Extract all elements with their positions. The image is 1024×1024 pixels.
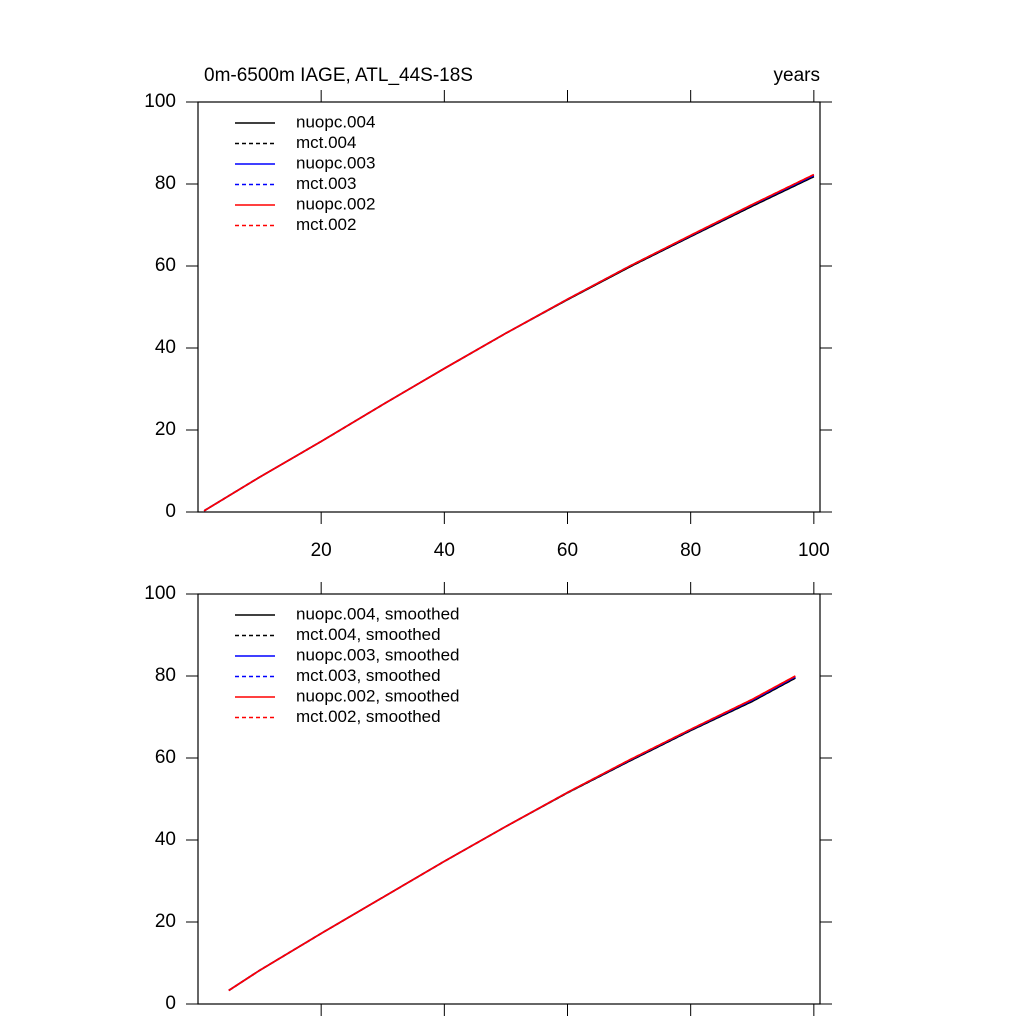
- y-tick-label: 80: [155, 173, 176, 194]
- legend-label: nuopc.004, smoothed: [296, 604, 460, 623]
- legend-label: mct.002: [296, 215, 356, 234]
- legend-label: mct.004: [296, 133, 356, 152]
- y-tick-label: 0: [165, 993, 176, 1014]
- y-tick-label: 40: [155, 337, 176, 358]
- y-tick-label: 80: [155, 665, 176, 686]
- y-tick-label: 100: [144, 91, 176, 112]
- units-label: years: [774, 65, 820, 86]
- x-tick-label: 100: [798, 540, 830, 561]
- series-line: [203, 173, 815, 512]
- y-tick-label: 60: [155, 747, 176, 768]
- plot-frame: [197, 101, 821, 513]
- y-tick-label: 0: [165, 501, 176, 522]
- legend-label: mct.003: [296, 174, 356, 193]
- x-tick-label: 80: [680, 540, 701, 561]
- x-tick-label: 20: [311, 540, 332, 561]
- legend-label: nuopc.003: [296, 153, 375, 172]
- plot-frame: [197, 593, 821, 1005]
- y-tick-label: 20: [155, 419, 176, 440]
- y-tick-label: 20: [155, 911, 176, 932]
- x-tick-label: 40: [434, 540, 455, 561]
- x-tick-label: 60: [557, 540, 578, 561]
- chart-title: 0m-6500m IAGE, ATL_44S-18S: [204, 65, 473, 86]
- legend-label: nuopc.004: [296, 112, 375, 131]
- y-tick-label: 100: [144, 583, 176, 604]
- legend-label: nuopc.003, smoothed: [296, 645, 460, 664]
- legend-label: mct.002, smoothed: [296, 707, 441, 726]
- series-line: [228, 675, 796, 992]
- y-tick-label: 40: [155, 829, 176, 850]
- legend-label: mct.004, smoothed: [296, 625, 441, 644]
- legend-label: nuopc.002, smoothed: [296, 686, 460, 705]
- legend-label: nuopc.002: [296, 194, 375, 213]
- y-tick-label: 60: [155, 255, 176, 276]
- legend-label: mct.003, smoothed: [296, 666, 441, 685]
